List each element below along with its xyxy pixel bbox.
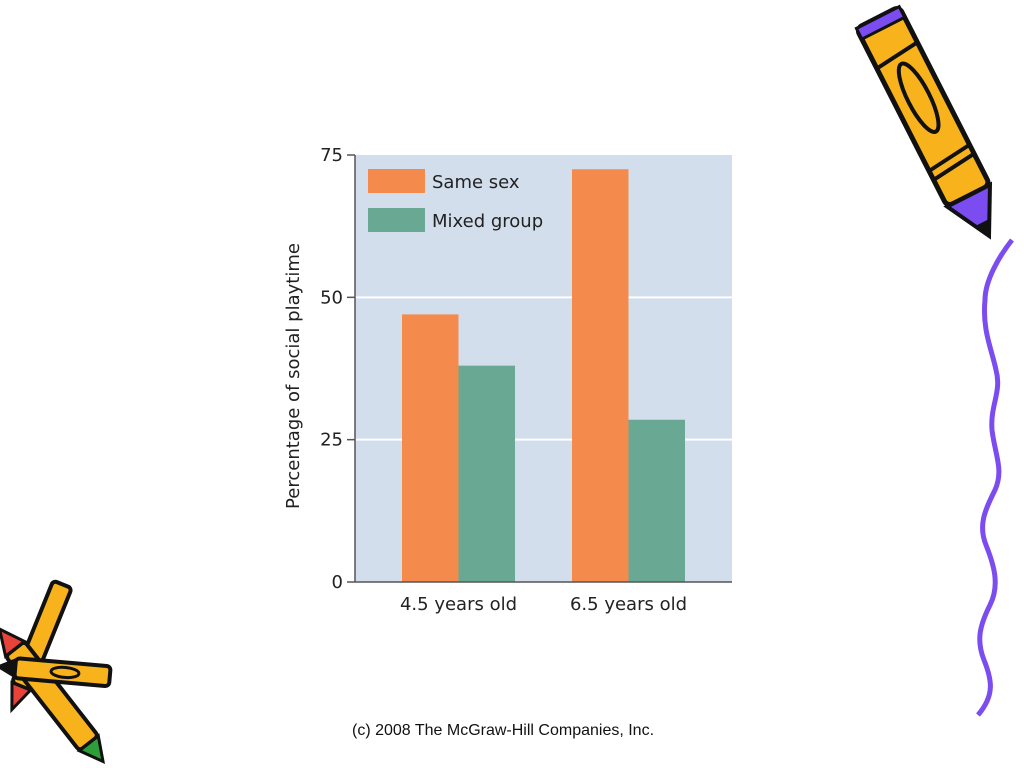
x-tick-label: 6.5 years old (570, 594, 687, 615)
y-tick-label: 25 (320, 430, 343, 451)
bar-mixed-group-0 (458, 365, 515, 582)
y-tick-label: 50 (320, 287, 343, 308)
bar-same-sex-1 (572, 169, 629, 582)
bars (402, 169, 685, 582)
legend-label-same-sex: Same sex (432, 172, 520, 193)
bar-same-sex-0 (402, 314, 459, 582)
bar-mixed-group-1 (628, 419, 685, 582)
legend-label-mixed-group: Mixed group (432, 211, 543, 232)
copyright-footer: (c) 2008 The McGraw-Hill Companies, Inc. (352, 722, 655, 739)
y-axis-label: Percentage of social playtime (283, 243, 304, 509)
legend-swatch-mixed-group (368, 208, 425, 232)
y-tick-label: 0 (332, 572, 343, 593)
purple-wave-icon (976, 238, 1014, 717)
legend-swatch-same-sex (368, 169, 425, 193)
y-ticks: 0 25 50 75 (320, 145, 355, 593)
crayon-top-right-icon (854, 4, 993, 240)
x-ticks: 4.5 years old 6.5 years old (400, 594, 687, 615)
x-tick-label: 4.5 years old (400, 594, 517, 615)
y-tick-label: 75 (320, 145, 343, 166)
crayons-bottom-left-icon (0, 579, 113, 765)
legend: Same sex Mixed group (368, 169, 543, 232)
